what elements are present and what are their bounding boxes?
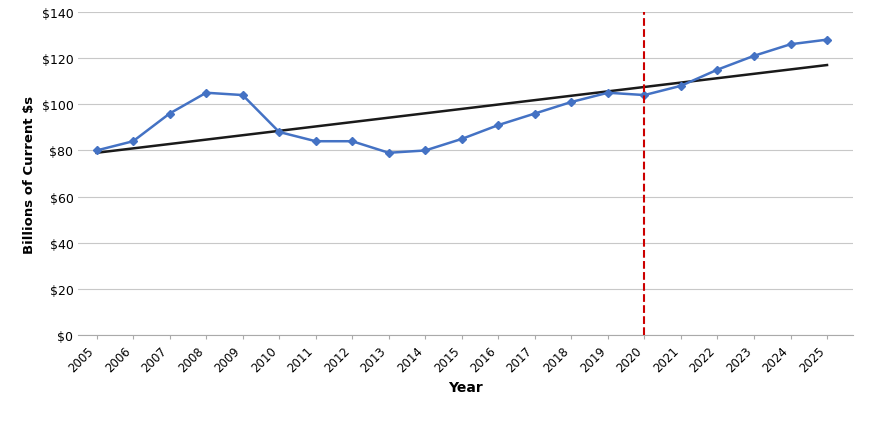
- Y-axis label: Billions of Current $s: Billions of Current $s: [23, 95, 36, 253]
- X-axis label: Year: Year: [448, 380, 482, 394]
